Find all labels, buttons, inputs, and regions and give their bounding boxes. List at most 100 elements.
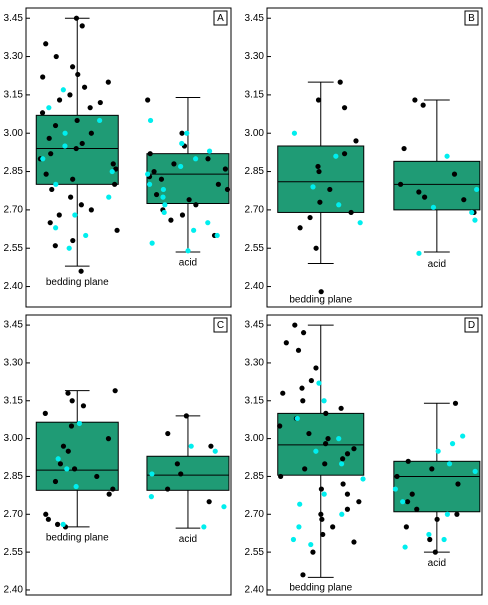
y-tick-label: 3.30 (245, 51, 265, 62)
point (151, 168, 157, 175)
point (42, 410, 48, 416)
point (110, 486, 116, 492)
point (149, 471, 155, 477)
point (432, 549, 438, 555)
point (403, 524, 409, 530)
point (87, 105, 93, 111)
point (39, 110, 46, 116)
point (340, 481, 346, 487)
panel-frame (25, 314, 232, 596)
y-tick-label: 3.45 (4, 13, 24, 24)
point (444, 153, 450, 159)
point (174, 461, 180, 467)
point (292, 322, 298, 328)
point (88, 207, 94, 213)
point (46, 105, 52, 111)
point (45, 516, 51, 522)
point (165, 486, 171, 492)
category-label: acid (179, 258, 197, 269)
point (60, 521, 66, 527)
point (147, 117, 154, 124)
point (416, 189, 422, 195)
point (344, 451, 351, 457)
y-tick-label: 2.85 (245, 166, 265, 177)
point (401, 145, 407, 152)
point (307, 214, 313, 221)
point (112, 181, 118, 187)
y-tick-label: 2.70 (4, 509, 24, 520)
category-label: acid (179, 534, 197, 545)
point (65, 448, 71, 454)
point (106, 194, 112, 200)
panel-label-box (213, 10, 228, 26)
point (296, 524, 302, 530)
point (435, 448, 441, 454)
point (76, 420, 83, 427)
point (402, 544, 408, 550)
y-tick-label: 3.30 (4, 358, 24, 369)
point (277, 423, 283, 429)
point (70, 176, 76, 182)
y-tick-label: 2.55 (245, 243, 265, 254)
point (412, 97, 418, 103)
y-tick-label: 3.30 (245, 358, 265, 369)
point (426, 531, 432, 538)
y-tick-label: 3.15 (4, 395, 24, 406)
point (337, 79, 343, 85)
point (472, 217, 478, 223)
point (300, 572, 306, 578)
point (54, 521, 61, 527)
category-label: bedding plane (289, 295, 352, 306)
point (79, 140, 85, 147)
point (452, 400, 459, 406)
point (330, 524, 336, 530)
point (294, 415, 300, 422)
point (327, 186, 333, 193)
point (338, 405, 344, 411)
point (69, 398, 75, 404)
point (397, 181, 404, 187)
point (341, 151, 348, 157)
point (414, 506, 420, 512)
point (179, 130, 185, 136)
point (94, 473, 100, 480)
point (310, 184, 316, 190)
point (179, 140, 185, 147)
point (145, 171, 151, 177)
point (444, 511, 450, 517)
y-tick-label: 2.70 (245, 509, 265, 520)
point (336, 436, 342, 442)
category-label: bedding plane (289, 583, 352, 594)
point (53, 53, 59, 60)
point (306, 430, 312, 437)
point (70, 237, 76, 244)
point (319, 516, 325, 522)
point (81, 84, 88, 90)
point (283, 340, 289, 346)
point (215, 181, 221, 187)
y-tick-label: 2.70 (245, 205, 265, 216)
point (83, 232, 89, 239)
box (35, 421, 119, 491)
point (297, 501, 303, 507)
point (66, 245, 72, 251)
point (72, 212, 78, 218)
point (461, 197, 467, 203)
point (212, 448, 218, 454)
point (75, 71, 81, 78)
point (105, 436, 112, 442)
point (318, 486, 324, 492)
point (214, 232, 220, 239)
y-tick-label: 2.55 (4, 243, 24, 254)
point (62, 143, 68, 149)
point (472, 468, 478, 474)
point (434, 516, 440, 522)
point (320, 531, 326, 538)
panel-label-box (464, 317, 479, 333)
category-label: bedding plane (46, 533, 109, 544)
point (205, 156, 211, 162)
y-tick-label: 3.00 (4, 433, 24, 444)
panel-label: B (468, 13, 475, 24)
point (43, 511, 49, 517)
point (300, 398, 306, 404)
